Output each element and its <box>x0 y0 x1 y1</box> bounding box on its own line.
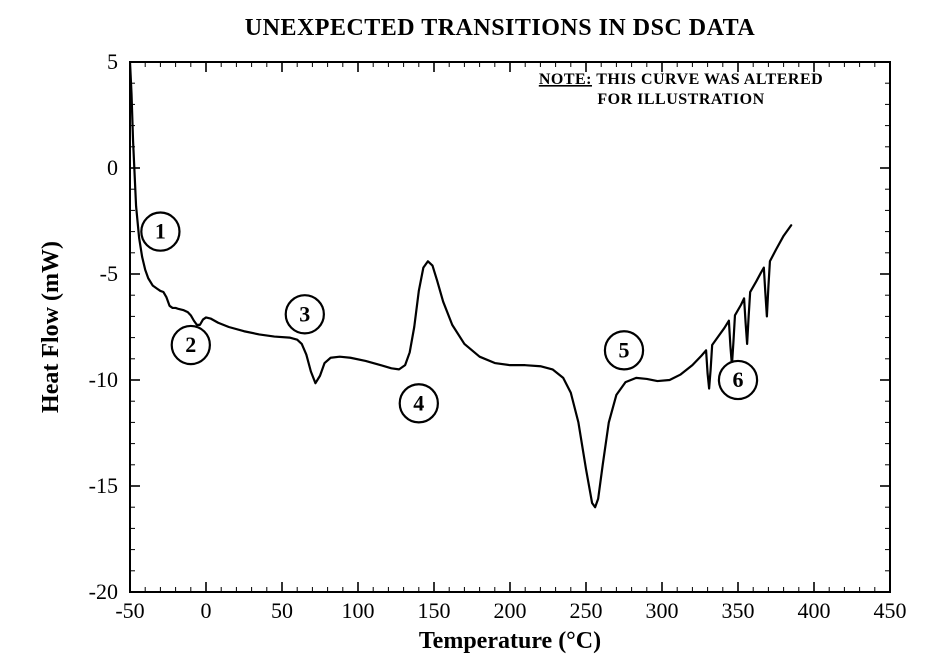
svg-text:5: 5 <box>107 49 118 74</box>
x-tick-labels: -50 0 50 100 150 200 250 300 350 400 450 <box>115 598 906 623</box>
note-line-1: NOTE: THIS CURVE WAS ALTERED <box>539 71 823 88</box>
y-axis-label: Heat Flow (mW) <box>38 241 64 413</box>
svg-text:1: 1 <box>155 219 166 244</box>
svg-text:100: 100 <box>342 598 375 623</box>
svg-text:-20: -20 <box>89 579 118 604</box>
transition-marker-3: 3 <box>286 295 324 333</box>
note-prefix: NOTE: <box>539 71 592 88</box>
svg-text:150: 150 <box>418 598 451 623</box>
svg-text:4: 4 <box>413 390 424 415</box>
note-annotation: NOTE: THIS CURVE WAS ALTERED FOR ILLUSTR… <box>539 71 823 108</box>
ticks-major <box>130 62 890 592</box>
transition-marker-4: 4 <box>400 384 438 422</box>
x-axis-label: Temperature (°C) <box>419 628 601 654</box>
svg-text:5: 5 <box>619 337 630 362</box>
chart-title: UNEXPECTED TRANSITIONS IN DSC DATA <box>245 15 756 41</box>
svg-text:400: 400 <box>798 598 831 623</box>
svg-text:2: 2 <box>185 332 196 357</box>
svg-text:450: 450 <box>874 598 907 623</box>
svg-text:50: 50 <box>271 598 293 623</box>
note-rest: THIS CURVE WAS ALTERED <box>596 71 823 88</box>
transition-marker-5: 5 <box>605 331 643 369</box>
svg-text:350: 350 <box>722 598 755 623</box>
svg-text:-50: -50 <box>115 598 144 623</box>
transition-marker-2: 2 <box>172 326 210 364</box>
svg-text:-10: -10 <box>89 367 118 392</box>
svg-text:250: 250 <box>570 598 603 623</box>
svg-text:-5: -5 <box>100 261 118 286</box>
chart-svg: UNEXPECTED TRANSITIONS IN DSC DATA -5005… <box>0 0 947 658</box>
dsc-curve <box>130 62 791 507</box>
svg-text:200: 200 <box>494 598 527 623</box>
note-line-2: FOR ILLUSTRATION <box>597 91 764 108</box>
transition-marker-1: 1 <box>141 213 179 251</box>
transition-marker-6: 6 <box>719 361 757 399</box>
svg-text:-15: -15 <box>89 473 118 498</box>
svg-text:0: 0 <box>107 155 118 180</box>
plot-area-border <box>130 62 890 592</box>
svg-text:0: 0 <box>201 598 212 623</box>
svg-text:3: 3 <box>299 301 310 326</box>
svg-text:6: 6 <box>733 367 744 392</box>
y-tick-labels: -20 -15 -10 -5 0 5 <box>89 49 118 604</box>
svg-text:300: 300 <box>646 598 679 623</box>
ticks-minor <box>130 62 890 592</box>
dsc-chart: UNEXPECTED TRANSITIONS IN DSC DATA -5005… <box>0 0 947 658</box>
